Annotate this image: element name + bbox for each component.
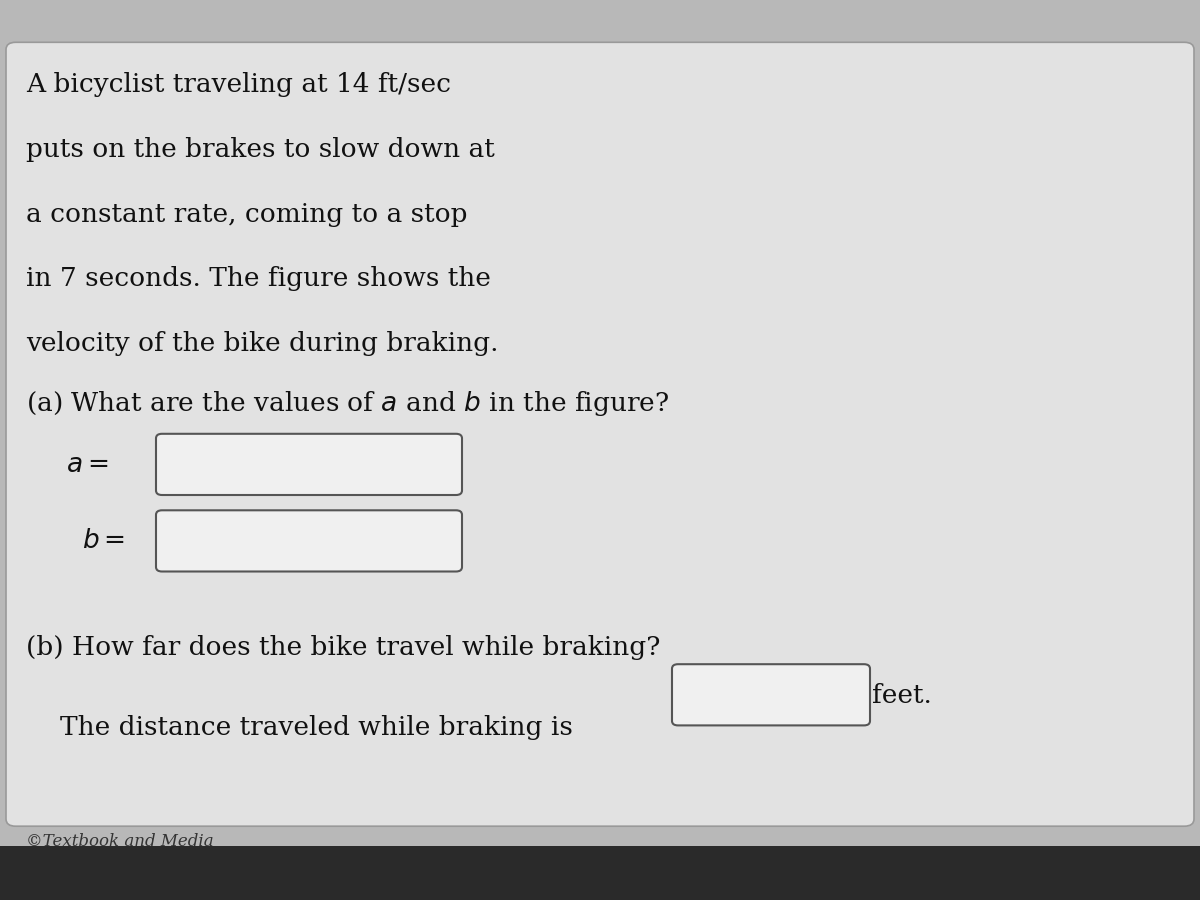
Text: $a$: $a$ bbox=[941, 343, 953, 361]
Text: (a) What are the values of $a$ and $b$ in the figure?: (a) What are the values of $a$ and $b$ i… bbox=[26, 389, 670, 418]
Text: velocity (ft/sec): velocity (ft/sec) bbox=[721, 71, 862, 89]
Text: a constant rate, coming to a stop: a constant rate, coming to a stop bbox=[26, 202, 468, 227]
Text: $b$: $b$ bbox=[606, 112, 620, 130]
Text: $a =$: $a =$ bbox=[66, 452, 108, 477]
Text: ©Textbook and Media: ©Textbook and Media bbox=[26, 832, 214, 850]
Text: A bicyclist traveling at 14 ft/sec: A bicyclist traveling at 14 ft/sec bbox=[26, 72, 451, 97]
Text: puts on the brakes to slow down at: puts on the brakes to slow down at bbox=[26, 137, 496, 162]
Text: feet.: feet. bbox=[872, 683, 932, 708]
Text: in 7 seconds. The figure shows the: in 7 seconds. The figure shows the bbox=[26, 266, 491, 292]
Text: velocity of the bike during braking.: velocity of the bike during braking. bbox=[26, 331, 499, 356]
Text: $b =$: $b =$ bbox=[82, 528, 125, 554]
Text: $t$ (secs): $t$ (secs) bbox=[997, 313, 1066, 335]
Text: The distance traveled while braking is: The distance traveled while braking is bbox=[60, 716, 572, 741]
Text: (b) How far does the bike travel while braking?: (b) How far does the bike travel while b… bbox=[26, 634, 661, 660]
